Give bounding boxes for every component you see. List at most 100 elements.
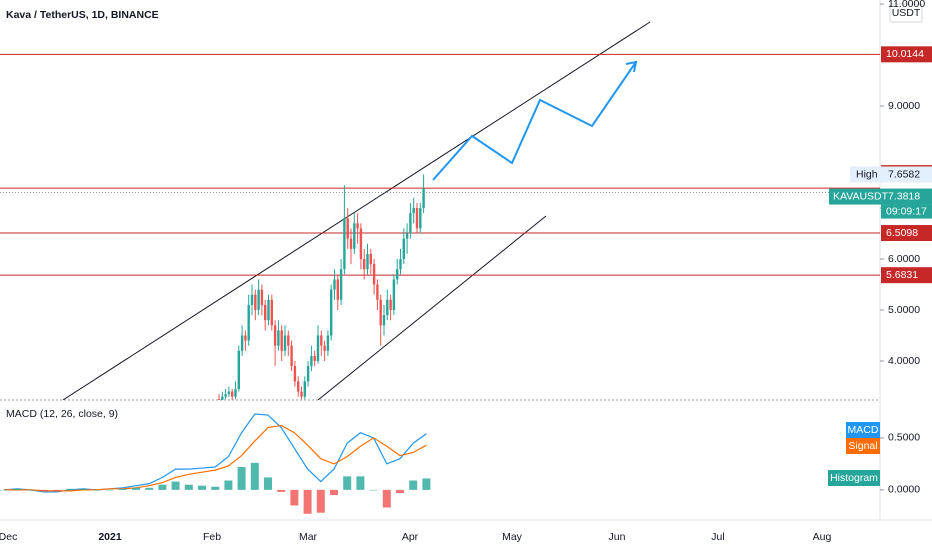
histogram-bar (132, 487, 140, 490)
x-tick-label: Feb (203, 531, 221, 543)
candle-body (339, 269, 343, 300)
legend-box (846, 438, 880, 454)
histogram-bar (92, 489, 101, 491)
candle-body (267, 299, 270, 321)
candle-body (313, 355, 316, 361)
candle-body (376, 284, 379, 300)
last-price-value: 7.3818 (888, 190, 920, 202)
candle-body (306, 366, 310, 382)
high-label-name: High (856, 168, 878, 180)
candle-body (254, 294, 257, 311)
histogram-bar (145, 487, 154, 490)
indicator-line (4, 424, 427, 492)
histogram-bar (26, 489, 35, 491)
candle-body (316, 335, 320, 361)
legend-label: Signal (848, 440, 877, 452)
candle-body (244, 335, 247, 341)
histogram-bar (356, 476, 365, 490)
candle-body (234, 389, 237, 397)
candle-body (363, 259, 366, 270)
price-pane (0, 21, 880, 400)
histogram-bar (277, 489, 286, 492)
level-label: 5.6831 (886, 269, 918, 281)
candle-body (396, 269, 399, 280)
candle-body (257, 289, 260, 311)
y-tick-label: 5.0000 (888, 304, 920, 316)
candle-body (353, 223, 356, 249)
x-tick-label: 2021 (98, 531, 122, 543)
candle-body (343, 218, 346, 270)
histogram-bar (422, 478, 431, 490)
histogram-bar (330, 489, 338, 496)
countdown: 09:09:17 (886, 205, 927, 217)
histogram-bar (264, 477, 272, 490)
candle-body (382, 315, 386, 326)
candle-body (293, 366, 297, 382)
macd-pane (0, 413, 431, 514)
candle-body (303, 381, 306, 397)
legend-box (828, 470, 880, 486)
histogram-bar (369, 489, 378, 491)
candle-body (359, 228, 363, 260)
histogram-bar (13, 488, 22, 490)
indicator-line (3, 413, 427, 493)
legend-box (846, 422, 880, 438)
histogram-bar (198, 485, 206, 490)
candle-body (280, 330, 283, 351)
channel-line (317, 215, 547, 400)
candle-body (386, 299, 389, 316)
countdown-box (881, 204, 932, 219)
histogram-bar (316, 489, 325, 513)
histogram-bar (39, 489, 48, 491)
y-tick-label: 0.5000 (888, 432, 920, 444)
candle-body (326, 335, 330, 351)
candle-body (297, 381, 300, 392)
currency-box[interactable] (889, 3, 923, 23)
legend-label: Histogram (830, 472, 878, 484)
histogram-bar (237, 467, 246, 490)
x-tick-label: Aug (813, 531, 832, 543)
candle-body (346, 218, 349, 239)
candle-body (422, 188, 425, 209)
candle-body (260, 289, 264, 305)
candle-body (264, 304, 267, 321)
candle-body (270, 299, 273, 326)
level-label: 10.0144 (886, 48, 924, 60)
candle-body (250, 294, 254, 305)
candle-body (277, 330, 280, 346)
candle-body (330, 289, 333, 336)
candle-body (231, 391, 234, 397)
candle-body (349, 238, 353, 249)
last-price-box (829, 188, 932, 205)
level-label-box (881, 46, 932, 63)
histogram-bar (66, 488, 74, 490)
candle-body (287, 335, 290, 346)
x-tick-label: Apr (402, 531, 419, 543)
candle-body (356, 223, 359, 229)
y-tick-label: 6.0000 (888, 253, 920, 265)
x-tick-label: Mar (299, 531, 318, 543)
histogram-bar (171, 481, 180, 490)
x-tick-label: Jul (711, 531, 724, 543)
candle-body (366, 253, 369, 270)
candle-body (247, 304, 250, 341)
x-tick-label: May (502, 531, 523, 543)
histogram-bar (184, 484, 193, 490)
candle-body (283, 335, 287, 351)
candle-body (221, 396, 224, 400)
level-label-box (881, 267, 932, 284)
projection-path (432, 61, 637, 181)
histogram-bar (343, 476, 352, 490)
histogram-bar (303, 489, 312, 514)
histogram-bar (79, 488, 88, 490)
histogram-bar (211, 486, 220, 490)
channel-line (62, 21, 651, 400)
candle-body (372, 264, 376, 285)
histogram-bar (105, 489, 114, 491)
level-label-box (881, 225, 932, 242)
histogram-bar (396, 489, 404, 493)
high-label-box (850, 166, 932, 183)
y-tick-label: 4.0000 (888, 355, 920, 367)
candle-body (227, 391, 231, 395)
